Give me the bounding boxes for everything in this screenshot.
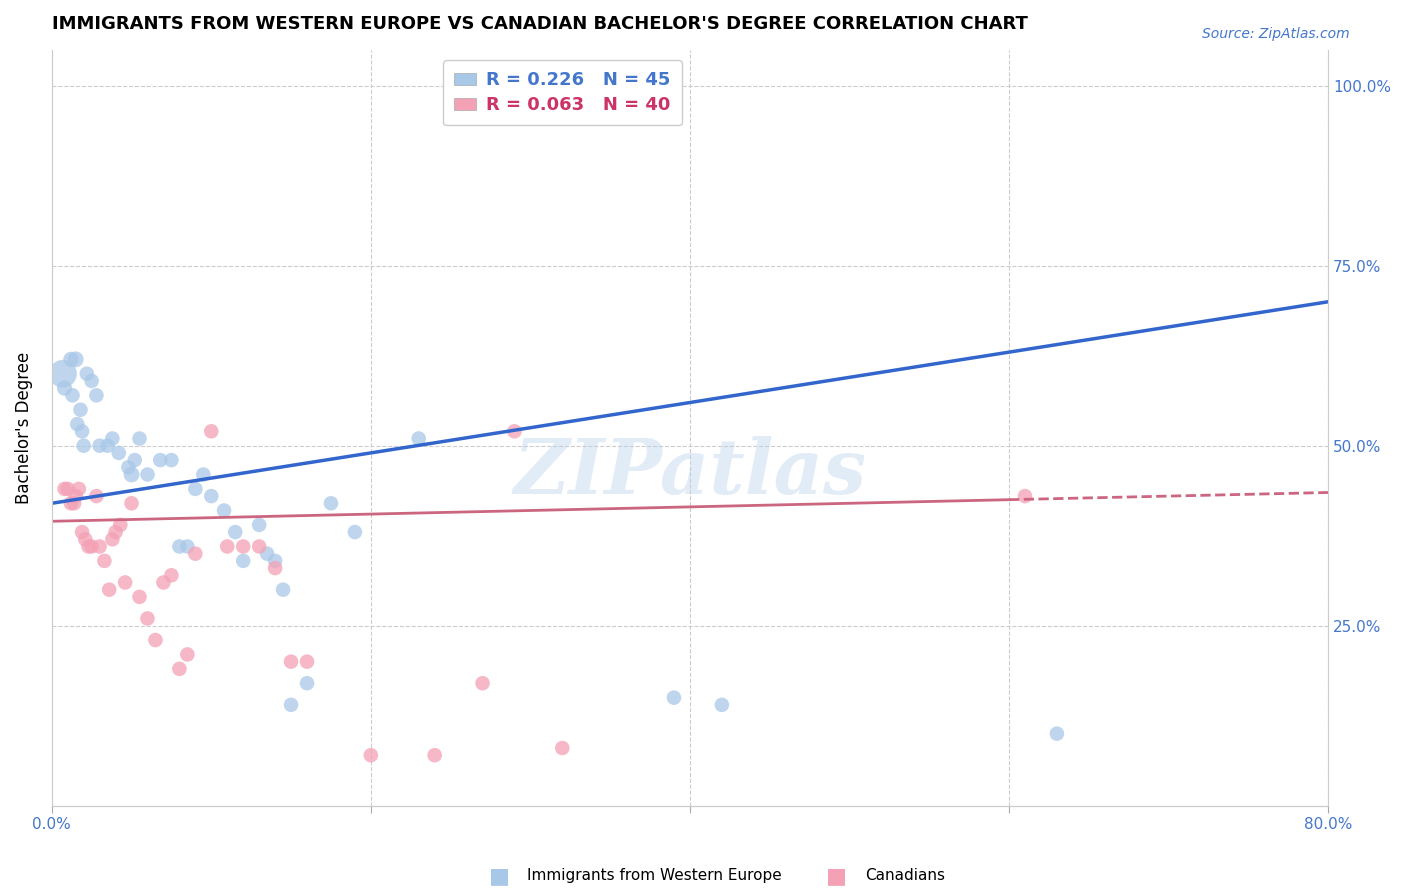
Point: [423, 748, 446, 763]
Point: [59, 352, 82, 367]
Point: [224, 525, 246, 540]
Point: [710, 698, 733, 712]
Point: [551, 741, 574, 756]
Point: [66, 417, 89, 431]
Point: [70, 425, 93, 439]
Point: [69, 402, 91, 417]
Point: [89, 439, 111, 453]
Text: Source: ZipAtlas.com: Source: ZipAtlas.com: [1202, 27, 1350, 41]
Point: [128, 590, 150, 604]
Point: [149, 453, 172, 467]
Point: [343, 525, 366, 540]
Point: [232, 554, 254, 568]
Point: [295, 655, 318, 669]
Point: [77, 540, 100, 554]
Point: [121, 496, 143, 510]
Point: [121, 467, 143, 482]
Point: [1046, 726, 1069, 740]
Text: IMMIGRANTS FROM WESTERN EUROPE VS CANADIAN BACHELOR'S DEGREE CORRELATION CHART: IMMIGRANTS FROM WESTERN EUROPE VS CANADI…: [52, 15, 1028, 33]
Point: [145, 633, 167, 648]
Point: [59, 496, 82, 510]
Legend: R = 0.226   N = 45, R = 0.063   N = 40: R = 0.226 N = 45, R = 0.063 N = 40: [443, 61, 682, 125]
Point: [503, 425, 526, 439]
Point: [101, 432, 124, 446]
Point: [63, 496, 86, 510]
Point: [70, 525, 93, 540]
Point: [86, 388, 108, 402]
Point: [193, 467, 215, 482]
Point: [169, 662, 191, 676]
Point: [280, 655, 302, 669]
Point: [184, 482, 207, 496]
Text: ■: ■: [489, 866, 509, 886]
Point: [160, 568, 183, 582]
Point: [527, 82, 550, 96]
Point: [319, 496, 342, 510]
Point: [53, 381, 76, 395]
Point: [65, 489, 87, 503]
Point: [107, 446, 129, 460]
Point: [136, 467, 159, 482]
Point: [104, 525, 127, 540]
Point: [360, 748, 382, 763]
Point: [98, 582, 121, 597]
Point: [176, 540, 198, 554]
Point: [52, 367, 75, 381]
Point: [62, 388, 84, 402]
Point: [280, 698, 302, 712]
Point: [247, 540, 270, 554]
Point: [160, 453, 183, 467]
Point: [67, 482, 90, 496]
Point: [295, 676, 318, 690]
Point: [53, 482, 76, 496]
Point: [471, 676, 494, 690]
Point: [117, 460, 139, 475]
Point: [136, 611, 159, 625]
Text: Canadians: Canadians: [865, 869, 945, 883]
Point: [152, 575, 174, 590]
Point: [93, 554, 115, 568]
Y-axis label: Bachelor's Degree: Bachelor's Degree: [15, 351, 32, 504]
Point: [531, 82, 554, 96]
Point: [97, 439, 120, 453]
Point: [110, 517, 132, 532]
Point: [128, 432, 150, 446]
Point: [264, 554, 287, 568]
Point: [56, 482, 79, 496]
Point: [89, 540, 111, 554]
Point: [176, 648, 198, 662]
Point: [1014, 489, 1036, 503]
Point: [114, 575, 136, 590]
Point: [169, 540, 191, 554]
Point: [271, 582, 294, 597]
Point: [65, 352, 87, 367]
Point: [124, 453, 146, 467]
Point: [184, 547, 207, 561]
Point: [212, 503, 235, 517]
Text: ZIPatlas: ZIPatlas: [513, 436, 866, 510]
Point: [86, 489, 108, 503]
Point: [73, 439, 96, 453]
Point: [76, 367, 98, 381]
Point: [80, 540, 103, 554]
Point: [662, 690, 685, 705]
Point: [200, 489, 222, 503]
Point: [247, 517, 270, 532]
Point: [264, 561, 287, 575]
Text: ■: ■: [827, 866, 846, 886]
Point: [200, 425, 222, 439]
Point: [101, 533, 124, 547]
Text: Immigrants from Western Europe: Immigrants from Western Europe: [527, 869, 782, 883]
Point: [232, 540, 254, 554]
Point: [256, 547, 278, 561]
Point: [408, 432, 430, 446]
Point: [217, 540, 239, 554]
Point: [80, 374, 103, 388]
Point: [75, 533, 97, 547]
